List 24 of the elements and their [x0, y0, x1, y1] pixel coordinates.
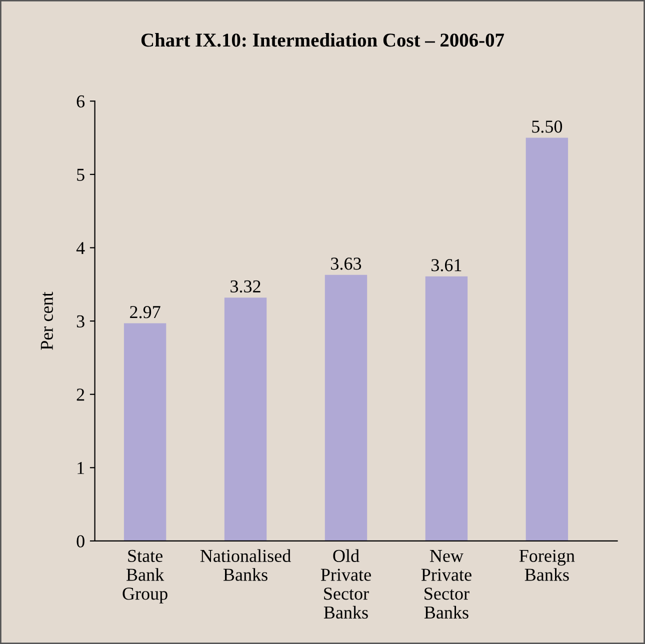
y-tick-label: 3	[76, 315, 84, 328]
bar	[224, 298, 267, 541]
bar	[526, 138, 568, 541]
data-label: 3.63	[331, 258, 362, 270]
bar	[124, 323, 166, 541]
y-tick-label: 1	[78, 462, 84, 474]
chart-title: Chart IX.10: Intermediation Cost – 2006-07	[141, 33, 504, 47]
data-label: 5.50	[532, 120, 562, 133]
y-axis-title: Per cent	[40, 292, 53, 350]
x-tick-label: Old Private Sector Banks	[320, 549, 371, 619]
y-tick-label: 5	[77, 168, 84, 181]
x-tick-label: Foreign Banks	[519, 550, 575, 581]
data-label: 3.61	[432, 259, 462, 272]
bar	[425, 276, 468, 541]
x-tick-label: New Private Sector Banks	[421, 550, 472, 619]
y-tick-label: 0	[76, 535, 84, 548]
x-tick-label: Nationalised Banks	[200, 549, 291, 581]
y-tick-label: 6	[76, 95, 85, 108]
x-tick-label: State Bank Group	[122, 550, 168, 604]
bar	[324, 274, 368, 541]
y-tick-label: 4	[76, 242, 85, 254]
y-tick-label: 2	[76, 388, 84, 401]
data-label: 2.97	[130, 306, 160, 318]
data-label: 3.32	[230, 280, 260, 293]
